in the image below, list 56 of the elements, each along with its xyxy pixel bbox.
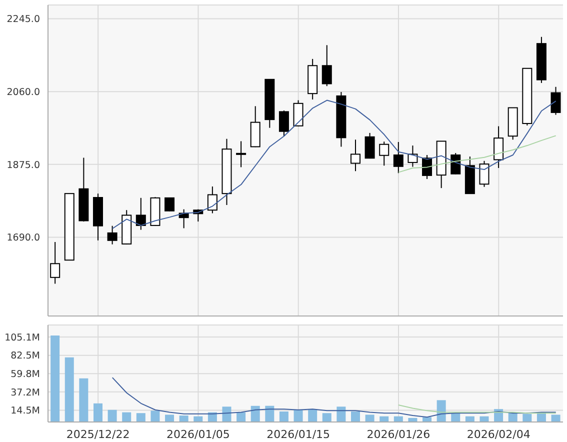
candlestick [379, 141, 390, 166]
x-tick-label: 2025/12/22 [66, 428, 130, 441]
bar [50, 336, 60, 422]
bar [136, 413, 146, 422]
bar [122, 412, 132, 422]
candlestick [136, 197, 146, 230]
candlestick [494, 126, 504, 168]
y-tick-label: 105.1M [4, 332, 40, 344]
candlestick [207, 186, 218, 214]
bar [165, 414, 174, 422]
candlestick [550, 86, 561, 116]
bar [222, 406, 232, 422]
bar [336, 406, 346, 422]
candlestick [408, 145, 418, 168]
y-tick-label: 1690.0 [6, 232, 40, 244]
y-tick-label: 82.5M [10, 350, 40, 362]
y-tick-label: 59.8M [10, 369, 40, 380]
candlestick [322, 44, 332, 87]
y-tick-label: 1875.0 [6, 160, 40, 171]
candlestick [422, 154, 432, 180]
x-tick-label: 2026/01/05 [166, 428, 230, 441]
x-tick-label: 2026/02/04 [466, 428, 530, 441]
candlestick [293, 100, 304, 127]
candlestick [350, 139, 360, 172]
bar [108, 410, 117, 422]
bar [265, 406, 274, 422]
candlestick [107, 225, 118, 245]
bar [551, 414, 560, 422]
bar [250, 406, 260, 422]
bar [179, 416, 188, 422]
y-tick-label: 14.5M [10, 406, 40, 417]
candlestick [278, 110, 289, 137]
y-tick-label: 37.2M [10, 387, 40, 398]
bar [64, 357, 74, 422]
bar [93, 403, 102, 422]
x-tick-label: 2026/01/26 [366, 428, 430, 441]
bar [79, 378, 88, 422]
candlestick [236, 140, 246, 168]
line-series [398, 404, 556, 414]
bar [308, 409, 318, 422]
candlestick [164, 197, 175, 212]
bar [150, 410, 160, 422]
bar [236, 412, 246, 422]
bar [365, 414, 374, 422]
bar [279, 411, 288, 422]
candlestick [479, 160, 490, 188]
y-tick-label: 2060.0 [6, 86, 40, 98]
y-tick-label: 2245.0 [6, 14, 40, 26]
bar [294, 410, 303, 422]
bar [350, 411, 360, 422]
bar [322, 413, 332, 422]
candlestick [393, 141, 404, 174]
line-series [112, 377, 556, 418]
x-tick-label: 2026/01/15 [266, 428, 330, 441]
candlestick [364, 132, 375, 160]
bar [522, 414, 532, 422]
